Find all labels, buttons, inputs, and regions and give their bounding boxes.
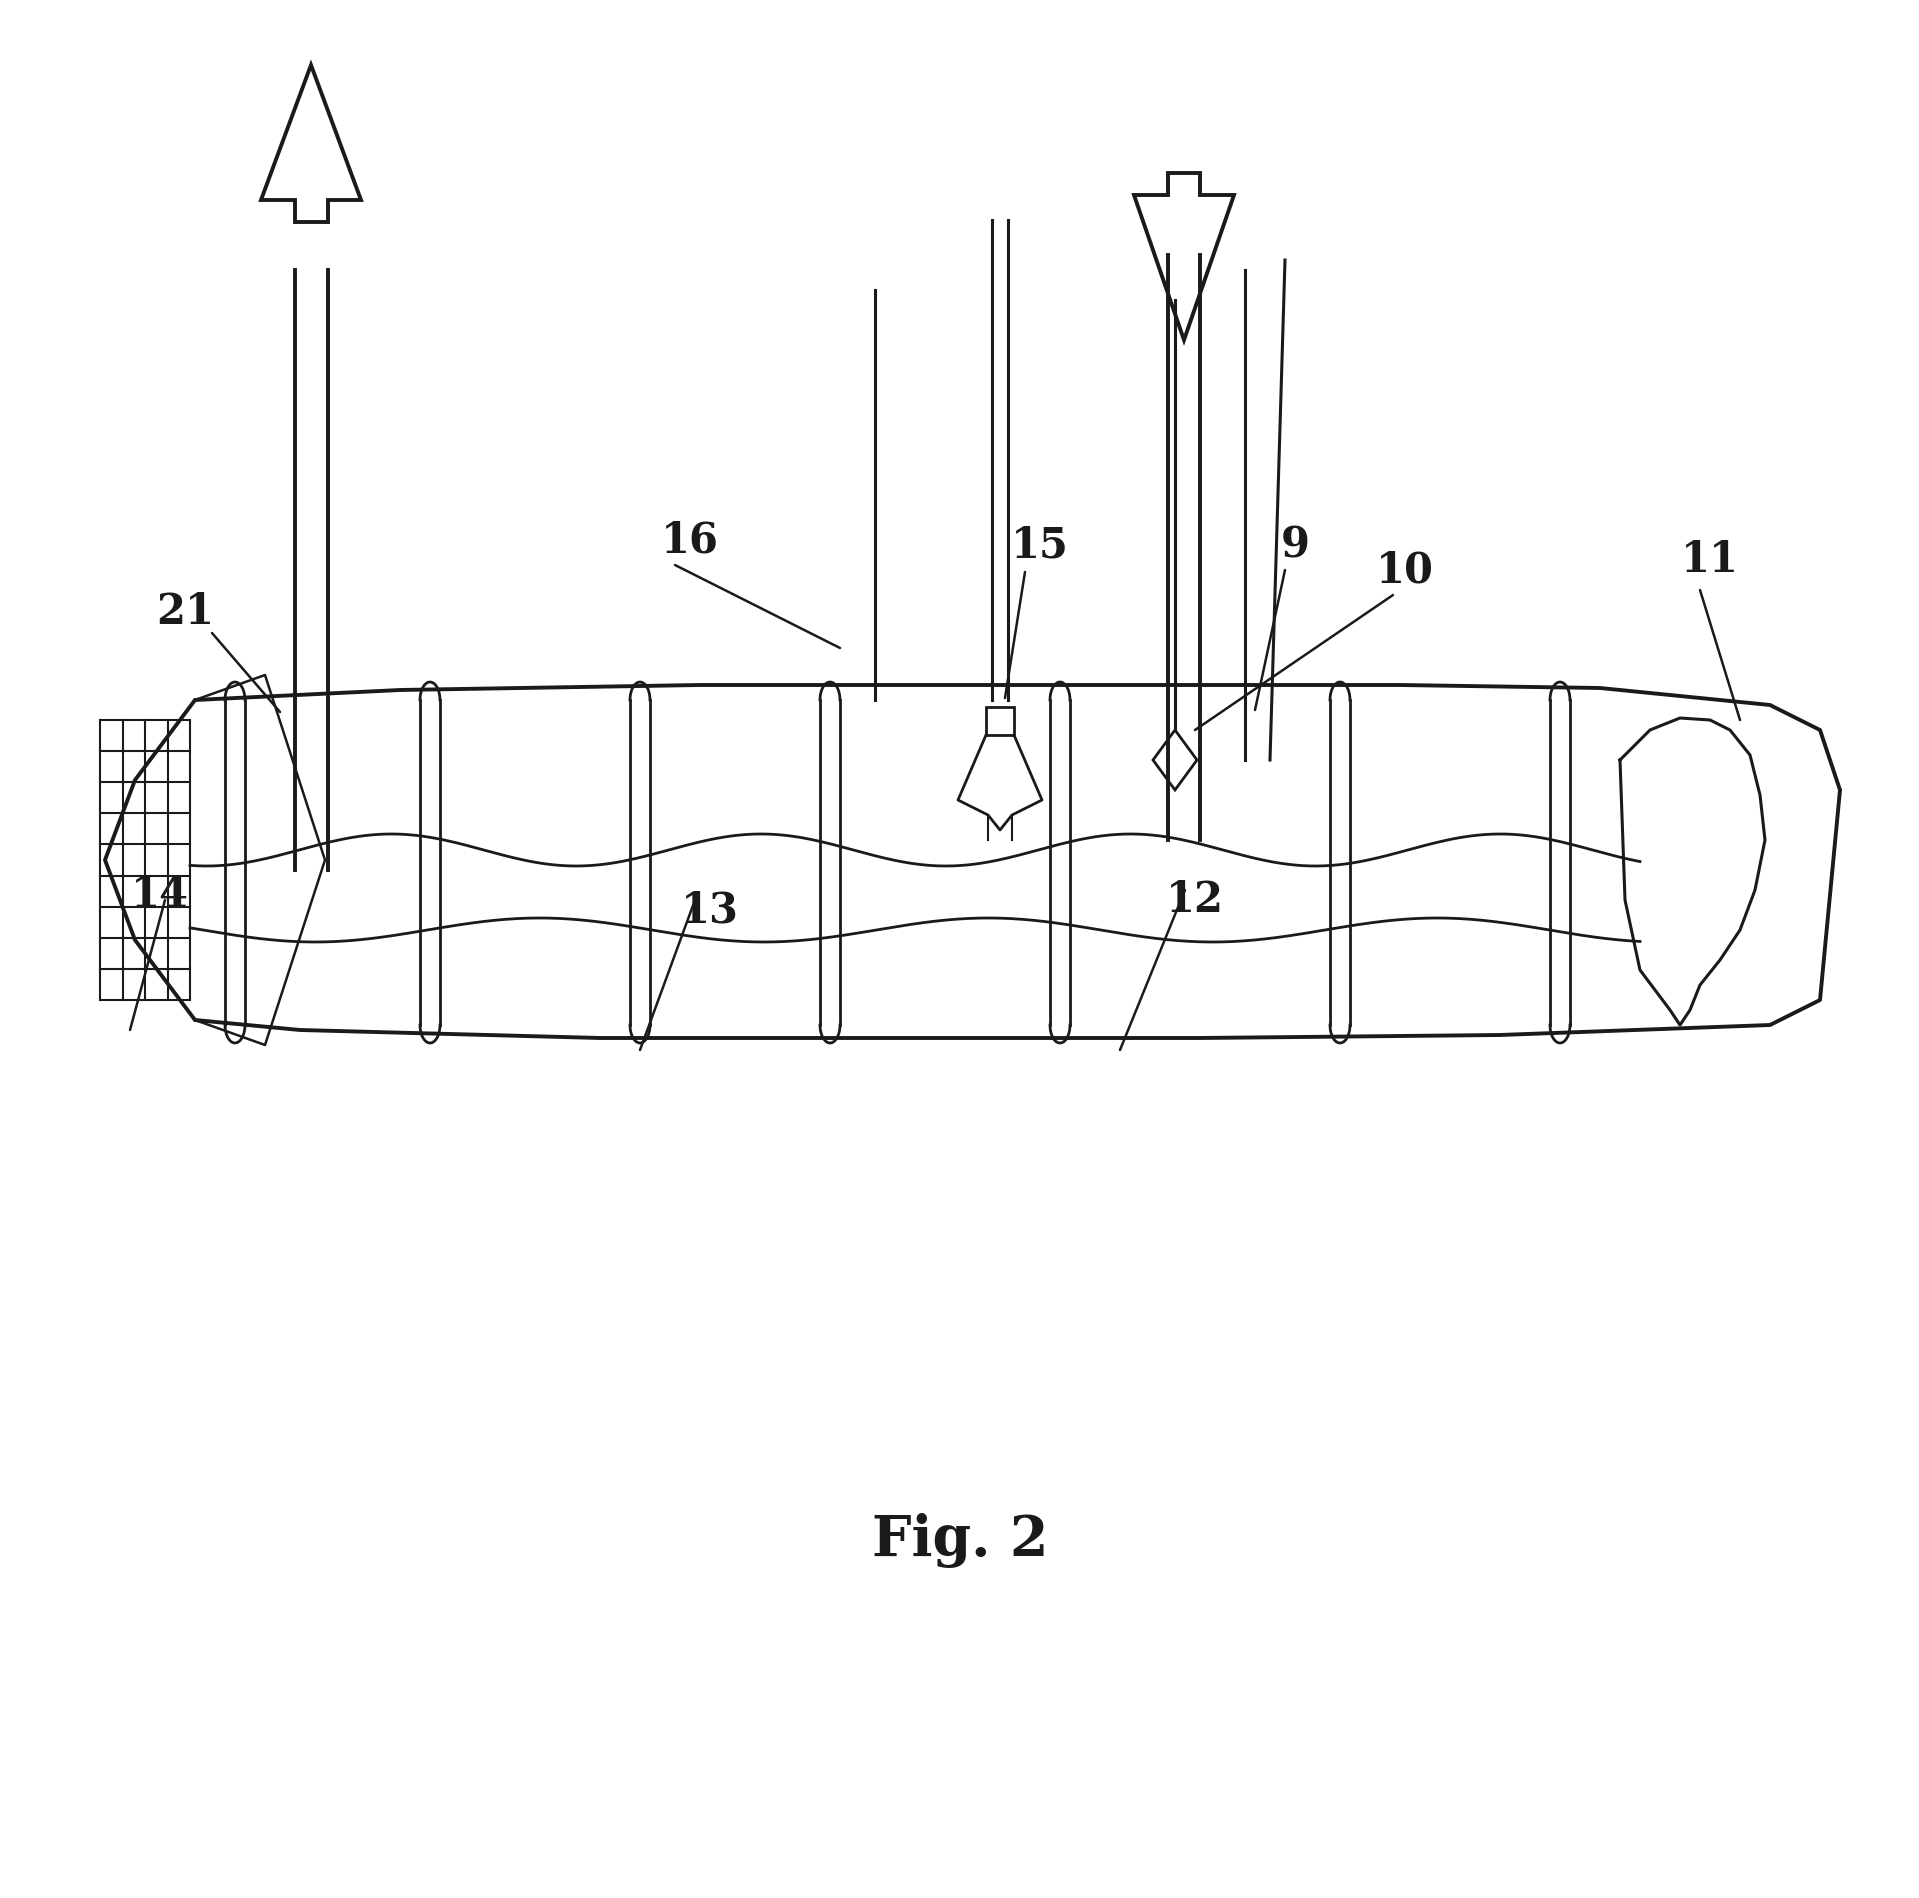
Bar [986, 706, 1013, 735]
Text: 13: 13 [681, 888, 739, 932]
Text: 15: 15 [1011, 524, 1069, 566]
Polygon shape [1134, 173, 1234, 340]
Text: 16: 16 [660, 518, 720, 562]
Text: 14: 14 [130, 873, 188, 917]
Polygon shape [1153, 731, 1197, 790]
Text: 11: 11 [1681, 539, 1739, 581]
Text: 21: 21 [155, 590, 215, 634]
Text: 9: 9 [1280, 524, 1309, 566]
Text: 12: 12 [1167, 879, 1224, 921]
Text: Fig. 2: Fig. 2 [871, 1513, 1048, 1568]
Polygon shape [261, 65, 361, 222]
Text: 10: 10 [1376, 549, 1433, 590]
